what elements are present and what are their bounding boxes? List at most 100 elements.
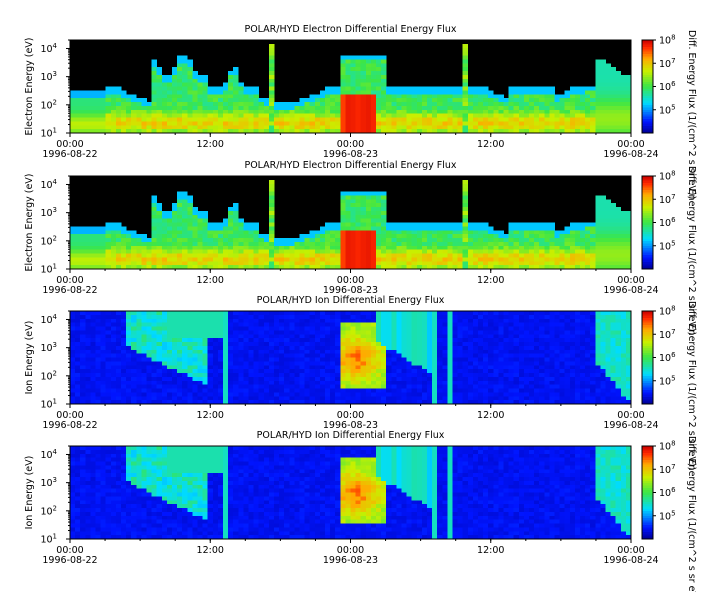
heatmap-cell <box>161 98 168 103</box>
heatmap-cell <box>325 357 331 362</box>
heatmap-cell <box>406 361 413 366</box>
heatmap-cell <box>345 78 351 84</box>
heatmap-cell <box>166 361 173 366</box>
heatmap-cell <box>131 102 137 107</box>
heatmap-cell <box>207 105 214 111</box>
heatmap-cell <box>75 400 81 405</box>
heatmap-cell <box>75 330 81 335</box>
heatmap-cell <box>488 94 494 99</box>
y-tick-base: 10 <box>40 265 52 276</box>
heatmap-cell <box>248 86 254 91</box>
heatmap-cell <box>529 226 535 231</box>
heatmap-cell <box>248 105 254 111</box>
heatmap-cell <box>248 330 254 335</box>
heatmap-cell <box>432 353 438 358</box>
heatmap-cell <box>360 113 367 118</box>
heatmap-cell <box>340 322 346 327</box>
heatmap-cell <box>233 67 239 72</box>
heatmap-cell <box>131 365 137 370</box>
heatmap-cell <box>467 98 474 103</box>
heatmap-cell <box>340 265 346 270</box>
heatmap-cell <box>365 121 372 126</box>
heatmap-cell <box>467 117 474 122</box>
heatmap-cell <box>559 261 566 266</box>
heatmap-cell <box>248 230 254 235</box>
heatmap-cell <box>386 353 392 358</box>
heatmap-cell <box>467 113 474 118</box>
heatmap-cell <box>121 90 127 95</box>
heatmap-cell <box>156 67 163 72</box>
heatmap-cell <box>95 238 101 243</box>
heatmap-cell <box>427 373 433 378</box>
heatmap-cell <box>600 218 606 223</box>
heatmap-cell <box>95 245 101 251</box>
heatmap-cell <box>427 314 433 320</box>
heatmap-cell <box>350 71 356 76</box>
heatmap-cell <box>376 222 382 227</box>
heatmap-cell <box>370 71 377 76</box>
heatmap-cell <box>263 98 270 103</box>
heatmap-cell <box>70 318 76 324</box>
heatmap-cell <box>523 121 530 126</box>
heatmap-cell <box>151 71 158 76</box>
heatmap-cell <box>447 241 453 247</box>
heatmap-cell <box>151 400 158 405</box>
heatmap-cell <box>248 311 254 316</box>
colorbar-segment <box>642 234 653 237</box>
heatmap-cell <box>202 245 209 251</box>
heatmap-cell <box>432 109 438 115</box>
heatmap-cell <box>518 105 525 111</box>
heatmap-cell <box>100 388 107 393</box>
heatmap-cell <box>284 376 290 382</box>
heatmap-cell <box>284 261 290 266</box>
heatmap-cell <box>610 74 617 80</box>
heatmap-cell <box>161 129 168 134</box>
heatmap-cell <box>151 369 158 374</box>
heatmap-cell <box>595 82 601 87</box>
heatmap-cell <box>248 265 254 270</box>
heatmap-cell <box>590 249 596 254</box>
heatmap-cell <box>401 90 407 95</box>
heatmap-cell <box>141 384 147 389</box>
heatmap-cell <box>166 125 173 130</box>
heatmap-cell <box>432 117 438 122</box>
heatmap-cell <box>605 210 611 216</box>
heatmap-cell <box>437 241 443 247</box>
heatmap-cell <box>80 342 86 347</box>
heatmap-cell <box>253 98 260 103</box>
colorbar-segment <box>642 194 653 198</box>
heatmap-cell <box>350 90 356 95</box>
heatmap-cell <box>105 384 112 389</box>
heatmap-cell <box>212 311 219 316</box>
heatmap-cell <box>355 361 362 366</box>
heatmap-cell <box>274 314 280 320</box>
heatmap-cell <box>569 113 576 118</box>
heatmap-cell <box>411 222 418 227</box>
heatmap-cell <box>350 338 356 343</box>
heatmap-cell <box>325 311 331 316</box>
heatmap-cell <box>85 353 91 358</box>
heatmap-cell <box>136 311 142 316</box>
heatmap-cell <box>263 322 270 327</box>
heatmap-cell <box>156 388 163 393</box>
heatmap-cell <box>370 191 377 196</box>
heatmap-cell <box>136 384 142 389</box>
heatmap-cell <box>253 234 260 239</box>
heatmap-cell <box>432 129 438 134</box>
heatmap-cell <box>457 238 464 243</box>
heatmap-cell <box>396 113 402 118</box>
heatmap-cell <box>182 388 188 393</box>
heatmap-cell <box>442 265 448 270</box>
heatmap-cell <box>350 249 356 254</box>
heatmap-cell <box>376 373 382 378</box>
heatmap-cell <box>187 207 193 212</box>
heatmap-cell <box>289 349 295 355</box>
heatmap-cell <box>508 121 515 126</box>
heatmap-cell <box>401 365 407 370</box>
heatmap-cell <box>590 257 596 262</box>
heatmap-cell <box>345 117 351 122</box>
heatmap-cell <box>85 253 91 258</box>
heatmap-cell <box>360 78 367 84</box>
x-tick-date: 1996-08-22 <box>42 285 97 296</box>
heatmap-cell <box>483 125 489 130</box>
